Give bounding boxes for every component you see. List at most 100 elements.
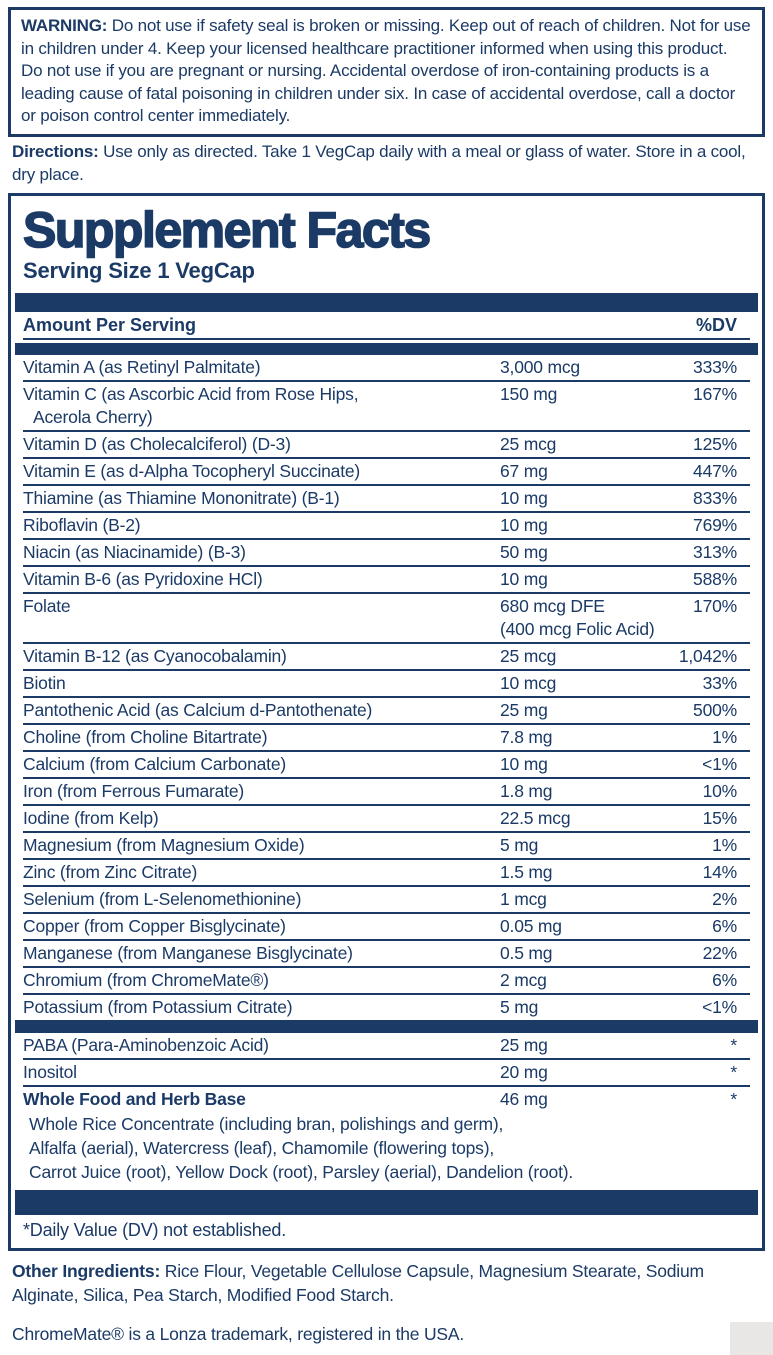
nutrient-amount-line: 25 mg xyxy=(500,1035,548,1055)
nutrient-amount: 680 mcg DFE (400 mcg Folic Acid) xyxy=(500,595,664,641)
nutrient-amount: 2 mcg xyxy=(500,969,664,992)
nutrient-name: Niacin (as Niacinamide) (B-3) xyxy=(23,541,500,564)
nutrient-dv: 6% xyxy=(712,970,737,990)
nutrient-amount: 7.8 mg xyxy=(500,726,664,749)
table-row-main: Iodine (from Kelp) 22.5 mcg 15% xyxy=(23,806,750,831)
table-row: Zinc (from Zinc Citrate) 1.5 mg 14% xyxy=(23,858,750,885)
nutrient-dv: 447% xyxy=(693,461,737,481)
nutrient-table-other: PABA (Para-Aminobenzoic Acid) 25 mg * Inosi… xyxy=(23,1033,750,1188)
nutrient-dv: * xyxy=(730,1035,737,1055)
nutrient-name: Potassium (from Potassium Citrate) xyxy=(23,996,500,1019)
nutrient-amount: 1.5 mg xyxy=(500,861,664,884)
nutrient-dv: 10% xyxy=(702,781,738,801)
nutrient-dv: 1,042% xyxy=(678,646,737,666)
nutrient-dv: 313% xyxy=(693,542,737,562)
nutrient-name-line: Choline (from Choline Bitartrate) xyxy=(23,727,268,747)
nutrient-amount: 10 mg xyxy=(500,753,664,776)
table-row: Vitamin B-6 (as Pyridoxine HCl) 10 mg 588% xyxy=(23,565,750,592)
nutrient-amount-line: 10 mcg xyxy=(500,673,557,693)
nutrient-name: Pantothenic Acid (as Calcium d-Pantothen… xyxy=(23,699,500,722)
nutrient-amount: 10 mg xyxy=(500,487,664,510)
warning-box: WARNING: Do not use if safety seal is br… xyxy=(8,7,765,137)
table-row-main: Selenium (from L-Selenomethionine) 1 mcg 2… xyxy=(23,887,750,912)
nutrient-amount: 5 mg xyxy=(500,834,664,857)
nutrient-name-line: Acerola Cherry) xyxy=(33,407,153,427)
nutrient-amount: 0.05 mg xyxy=(500,915,664,938)
nutrient-amount-line: 10 mg xyxy=(500,515,548,535)
table-row: Manganese (from Manganese Bisglycinate) 0… xyxy=(23,939,750,966)
table-row-main: Inositol 20 mg * xyxy=(23,1060,750,1085)
table-row: Calcium (from Calcium Carbonate) 10 mg <1% xyxy=(23,750,750,777)
nutrient-amount-line: 2 mcg xyxy=(500,970,547,990)
nutrient-amount-line: 1.8 mg xyxy=(500,781,553,801)
nutrient-amount-line: 680 mcg DFE xyxy=(500,596,605,616)
corner-swatch xyxy=(730,1322,773,1355)
nutrient-dv: 125% xyxy=(693,434,737,454)
nutrient-name: Manganese (from Manganese Bisglycinate) xyxy=(23,942,500,965)
nutrient-name: Vitamin D (as Cholecalciferol) (D-3) xyxy=(23,433,500,456)
table-row-main: Choline (from Choline Bitartrate) 7.8 mg 1… xyxy=(23,725,750,750)
nutrient-name: Iodine (from Kelp) xyxy=(23,807,500,830)
nutrient-amount-line: 150 mg xyxy=(500,384,558,404)
nutrient-name-line: Potassium (from Potassium Citrate) xyxy=(23,997,293,1017)
nutrient-amount-line: 1.5 mg xyxy=(500,862,553,882)
nutrient-name: Folate xyxy=(23,595,500,618)
table-row: Iron (from Ferrous Fumarate) 1.8 mg 10% xyxy=(23,777,750,804)
nutrient-name: Choline (from Choline Bitartrate) xyxy=(23,726,500,749)
table-row-main: Niacin (as Niacinamide) (B-3) 50 mg 313% xyxy=(23,540,750,565)
nutrient-dv: 15% xyxy=(702,808,738,828)
nutrient-name-line: Magnesium (from Magnesium Oxide) xyxy=(23,835,305,855)
nutrient-name-line: Manganese (from Manganese Bisglycinate) xyxy=(23,943,353,963)
divider-bar-medium xyxy=(15,343,758,355)
nutrient-name-line: Vitamin B-6 (as Pyridoxine HCl) xyxy=(23,569,263,589)
table-row: Selenium (from L-Selenomethionine) 1 mcg 2… xyxy=(23,885,750,912)
nutrient-name: Magnesium (from Magnesium Oxide) xyxy=(23,834,500,857)
table-row: PABA (Para-Aminobenzoic Acid) 25 mg * xyxy=(23,1033,750,1058)
nutrient-amount-line: 20 mg xyxy=(500,1062,548,1082)
nutrient-amount-line: 50 mg xyxy=(500,542,548,562)
nutrient-amount: 10 mcg xyxy=(500,672,664,695)
table-row: Riboflavin (B-2) 10 mg 769% xyxy=(23,511,750,538)
nutrient-amount: 0.5 mg xyxy=(500,942,664,965)
sub-ingredient-line: Alfalfa (aerial), Watercress (leaf), Cha… xyxy=(29,1138,495,1158)
nutrient-amount-line: 7.8 mg xyxy=(500,727,553,747)
table-row-main: Biotin 10 mcg 33% xyxy=(23,671,750,696)
nutrient-name-line: Vitamin B-12 (as Cyanocobalamin) xyxy=(23,646,287,666)
table-header-row: Amount Per Serving %DV xyxy=(23,312,750,340)
nutrient-name: Inositol xyxy=(23,1061,500,1084)
directions-label: Directions: xyxy=(12,142,99,161)
nutrient-dv: 33% xyxy=(702,673,738,693)
nutrient-name: Riboflavin (B-2) xyxy=(23,514,500,537)
nutrient-name-line: Vitamin D (as Cholecalciferol) (D-3) xyxy=(23,434,291,454)
table-row-main: Chromium (from ChromeMate®) 2 mcg 6% xyxy=(23,968,750,993)
table-row-main: Copper (from Copper Bisglycinate) 0.05 mg… xyxy=(23,914,750,939)
supplement-facts-panel: Supplement Facts Serving Size 1 VegCap A… xyxy=(8,193,765,1251)
nutrient-dv: 500% xyxy=(693,700,737,720)
nutrient-name-line: Copper (from Copper Bisglycinate) xyxy=(23,916,286,936)
nutrient-amount-line: 5 mg xyxy=(500,835,539,855)
table-row: Potassium (from Potassium Citrate) 5 mg <1… xyxy=(23,993,750,1020)
nutrient-amount-line: 5 mg xyxy=(500,997,539,1017)
nutrient-dv: * xyxy=(730,1062,737,1082)
table-row: Pantothenic Acid (as Calcium d-Pantothen… xyxy=(23,696,750,723)
nutrient-amount: 25 mg xyxy=(500,1034,664,1057)
nutrient-name-line: Niacin (as Niacinamide) (B-3) xyxy=(23,542,246,562)
nutrient-table-main: Vitamin A (as Retinyl Palmitate) 3,000 mc… xyxy=(23,355,750,1020)
nutrient-name: Vitamin E (as d-Alpha Tocopheryl Succina… xyxy=(23,460,500,483)
nutrient-name: Copper (from Copper Bisglycinate) xyxy=(23,915,500,938)
nutrient-amount: 1 mcg xyxy=(500,888,664,911)
table-row-main: Zinc (from Zinc Citrate) 1.5 mg 14% xyxy=(23,860,750,885)
table-row: Chromium (from ChromeMate®) 2 mcg 6% xyxy=(23,966,750,993)
other-ingredients-label: Other Ingredients: xyxy=(12,1261,161,1281)
nutrient-name-line: Biotin xyxy=(23,673,66,693)
nutrient-name-line: Folate xyxy=(23,596,71,616)
other-ingredients-paragraph: Other Ingredients: Rice Flour, Vegetable… xyxy=(12,1260,760,1307)
divider-bar-bottom xyxy=(15,1190,758,1215)
nutrient-name: Vitamin B-12 (as Cyanocobalamin) xyxy=(23,645,500,668)
nutrient-name-line: Zinc (from Zinc Citrate) xyxy=(23,862,198,882)
nutrient-amount: 22.5 mcg xyxy=(500,807,664,830)
nutrient-dv: 6% xyxy=(712,916,737,936)
table-row: Vitamin D (as Cholecalciferol) (D-3) 25 m… xyxy=(23,430,750,457)
table-row: Iodine (from Kelp) 22.5 mcg 15% xyxy=(23,804,750,831)
other-ingredients-text: Rice Flour, Vegetable Cellulose Capsule,… xyxy=(12,1261,704,1305)
